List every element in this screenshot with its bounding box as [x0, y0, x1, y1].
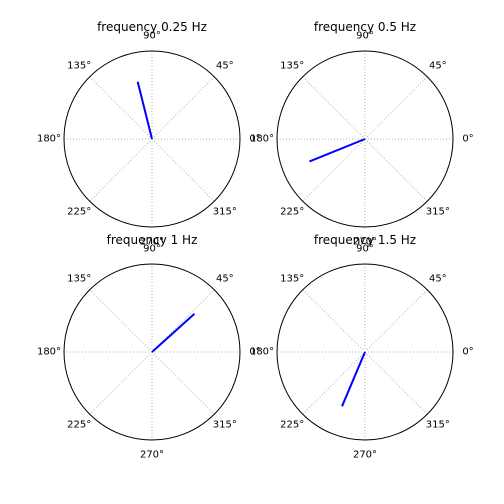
series-line	[341, 351, 366, 407]
angle-tick-label: 225°	[280, 206, 304, 217]
angle-tick-label: 135°	[280, 274, 304, 285]
angle-tick-label: 270°	[140, 450, 164, 461]
subplot-title: frequency 1 Hz	[107, 233, 198, 247]
angle-tick-label: 90°	[143, 244, 161, 255]
series-line	[151, 312, 196, 353]
series-line	[136, 81, 153, 140]
angle-tick-label: 180°	[250, 347, 274, 358]
angle-tick-label: 135°	[280, 61, 304, 72]
angle-tick-label: 0°	[249, 347, 260, 358]
angle-tick-label: 270°	[353, 450, 377, 461]
polar-frame	[63, 263, 241, 441]
angle-tick-label: 315°	[426, 419, 450, 430]
polar-subplot-3: 0° 45° 90° 135° 180° 225° 270° 315° frequency 1 …	[37, 233, 261, 461]
angle-tick-label: 45°	[216, 61, 234, 72]
polar-subplot-4: 0° 45° 90° 135° 180° 225° 270° 315° frequency 1.…	[250, 233, 474, 461]
angle-tick-label: 45°	[216, 274, 234, 285]
subplot-title: frequency 1.5 Hz	[314, 233, 416, 247]
angle-tick-label: 0°	[462, 347, 473, 358]
polar-frame	[63, 50, 241, 228]
angle-tick-label: 90°	[356, 31, 374, 42]
series-line	[309, 138, 366, 163]
angle-tick-label: 180°	[250, 134, 274, 145]
angle-tick-label: 315°	[426, 206, 450, 217]
subplot-title: frequency 0.5 Hz	[314, 20, 416, 34]
angle-tick-label: 45°	[429, 274, 447, 285]
angle-tick-label: 180°	[37, 134, 61, 145]
angle-tick-label: 270°	[353, 237, 377, 248]
angle-tick-label: 225°	[67, 419, 91, 430]
angle-tick-label: 180°	[37, 347, 61, 358]
angle-tick-label: 315°	[213, 419, 237, 430]
angle-tick-label: 0°	[249, 134, 260, 145]
angle-tick-label: 45°	[429, 61, 447, 72]
polar-frame	[276, 50, 454, 228]
polar-frame	[276, 263, 454, 441]
angle-tick-label: 270°	[140, 237, 164, 248]
angle-tick-label: 135°	[67, 61, 91, 72]
angle-tick-label: 135°	[67, 274, 91, 285]
subplot-title: frequency 0.25 Hz	[97, 20, 207, 34]
angle-tick-label: 225°	[67, 206, 91, 217]
polar-subplot-1: 0° 45° 90° 135° 180° 225° 270° 315° frequency 0.…	[37, 20, 261, 248]
polar-subplot-2: 0° 45° 90° 135° 180° 225° 270° 315° frequency 0.…	[250, 20, 474, 248]
angle-tick-label: 0°	[462, 134, 473, 145]
angle-tick-label: 315°	[213, 206, 237, 217]
angle-tick-label: 90°	[356, 244, 374, 255]
angle-tick-label: 90°	[143, 31, 161, 42]
angle-tick-label: 225°	[280, 419, 304, 430]
